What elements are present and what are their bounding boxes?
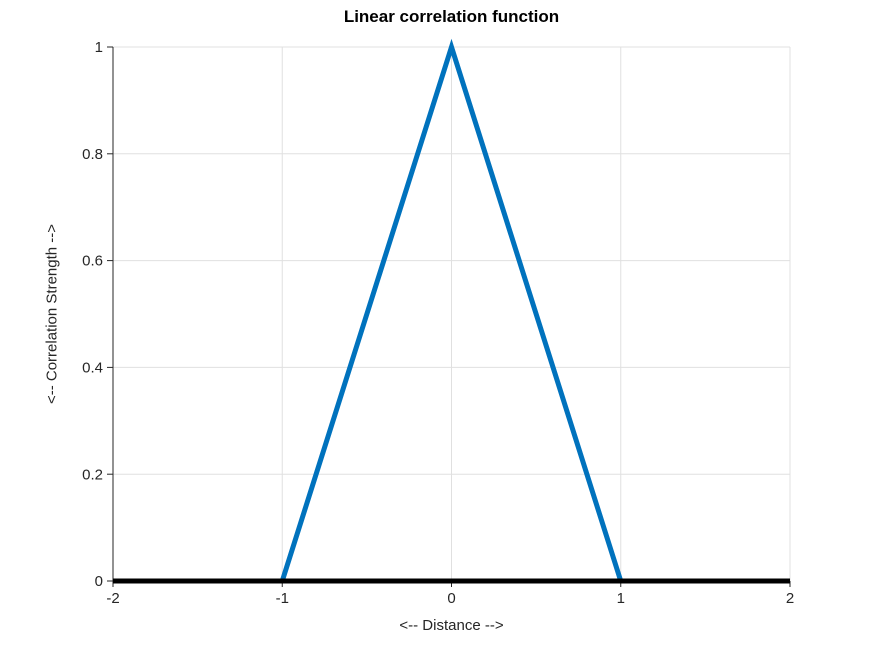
chart-title: Linear correlation function bbox=[343, 7, 560, 26]
y-tick-label: 1 bbox=[95, 39, 103, 56]
y-tick-label: 0.8 bbox=[82, 146, 103, 163]
y-tick-label: 0 bbox=[95, 573, 103, 590]
x-axis-label: <-- Distance --> bbox=[399, 617, 504, 634]
x-tick-label: 1 bbox=[617, 590, 625, 607]
series-line-linear-correlation-triangle bbox=[279, 38, 624, 582]
y-tick-label: 0.6 bbox=[82, 253, 103, 270]
y-axis-label: <-- Correlation Strength --> bbox=[43, 223, 61, 405]
x-tick-label: 0 bbox=[447, 590, 455, 607]
x-tick-label: -2 bbox=[106, 590, 119, 607]
y-tick-label: 0.4 bbox=[82, 360, 103, 377]
x-tick-label: 2 bbox=[786, 590, 794, 607]
x-tick-label: -1 bbox=[276, 590, 289, 607]
y-tick-label: 0.2 bbox=[82, 466, 103, 483]
